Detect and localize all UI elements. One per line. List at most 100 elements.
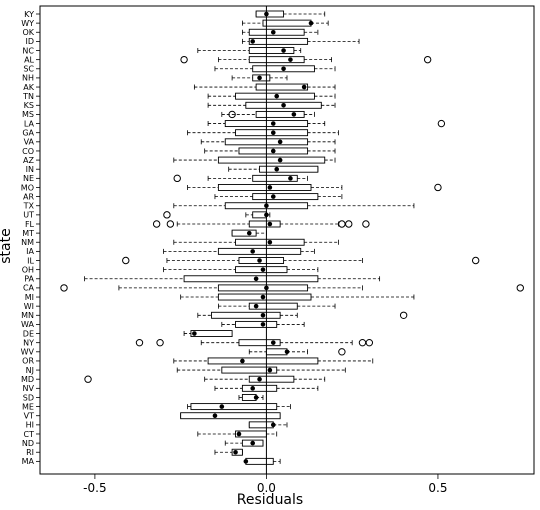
box-nv — [214, 384, 319, 392]
y-tick-label: RI — [26, 448, 34, 457]
median-dot — [260, 267, 266, 272]
median-dot — [267, 221, 273, 227]
y-tick-label: SC — [23, 65, 34, 74]
outlier-point — [163, 211, 171, 219]
y-tick-label: TN — [22, 92, 34, 101]
box-nc — [197, 47, 302, 54]
box-pa — [84, 275, 381, 283]
median-dot — [288, 57, 293, 62]
y-tick-label: OK — [22, 28, 34, 37]
median-dot — [284, 349, 290, 355]
y-tick-label: SD — [23, 393, 34, 402]
y-tick-label: NJ — [26, 366, 34, 375]
median-dot — [257, 75, 262, 81]
box-iqr — [252, 174, 298, 182]
outlier-point — [166, 220, 175, 228]
outlier-point — [338, 348, 346, 356]
box-ct — [197, 430, 278, 438]
y-tick-label: CA — [23, 284, 35, 293]
y-tick-label: AR — [23, 192, 34, 201]
box-hi — [248, 421, 288, 429]
box-iqr — [262, 19, 312, 27]
box-ms — [221, 110, 315, 119]
box-iqr — [259, 165, 319, 173]
box-fl — [152, 220, 370, 228]
median-dot — [270, 422, 276, 428]
box-wi — [217, 302, 336, 310]
y-tick-label: KY — [24, 10, 34, 19]
median-dot — [270, 148, 276, 154]
box-tn — [207, 92, 336, 100]
box-iqr — [241, 384, 278, 392]
box-md — [84, 375, 326, 383]
y-tick-label: NC — [22, 46, 34, 55]
box-iqr — [183, 275, 319, 283]
y-tick-label: NY — [23, 338, 34, 347]
box-iqr — [248, 302, 298, 310]
outlier-point — [516, 284, 524, 292]
median-dot — [270, 121, 276, 126]
median-dot — [240, 358, 245, 364]
y-tick-label: GA — [22, 128, 34, 137]
y-tick-label: FL — [25, 220, 35, 229]
y-tick-label: MD — [21, 375, 34, 384]
y-tick-label: VT — [24, 412, 34, 421]
box-iqr — [217, 184, 312, 191]
boxes-layer — [60, 10, 524, 465]
y-tick-label: VA — [24, 138, 35, 147]
median-dot — [250, 440, 255, 446]
outlier-point — [152, 220, 161, 228]
box-de — [183, 330, 233, 337]
box-mt — [231, 229, 267, 237]
y-tick-label: NH — [22, 74, 34, 83]
box-iqr — [221, 366, 278, 374]
box-id — [242, 37, 360, 45]
outlier-point — [362, 220, 370, 228]
median-dot — [192, 331, 197, 336]
outlier-point — [345, 220, 353, 228]
box-il — [122, 256, 480, 265]
box-co — [204, 147, 336, 155]
box-iqr — [207, 357, 319, 365]
median-dot — [260, 322, 266, 327]
box-tx — [173, 202, 415, 210]
box-mi — [180, 293, 415, 301]
median-dot — [277, 157, 283, 163]
median-dot — [250, 39, 255, 44]
box-al — [180, 55, 432, 64]
median-dot — [277, 139, 283, 145]
outlier-point — [122, 256, 130, 265]
outlier-point — [423, 55, 432, 64]
median-dot — [253, 303, 259, 309]
median-dot — [253, 395, 259, 400]
box-ks — [207, 101, 336, 109]
median-dot — [250, 249, 255, 254]
box-iqr — [248, 28, 305, 36]
y-tick-label: HI — [26, 421, 34, 430]
x-tick-label: 0.0 — [257, 481, 276, 495]
y-tick-label: MO — [21, 183, 34, 192]
y-tick-label: AK — [23, 83, 34, 92]
box-az — [173, 156, 336, 164]
median-dot — [270, 29, 276, 35]
y-tick-label: NM — [21, 238, 34, 247]
box-vt — [180, 412, 281, 420]
box-iqr — [265, 348, 288, 356]
y-axis: KYWYOKIDNCALSCNHAKTNKSMSLAGAVACOAZINNEMO… — [21, 10, 40, 466]
y-tick-label: OR — [22, 357, 34, 366]
box-iqr — [190, 330, 233, 337]
box-or — [173, 357, 374, 365]
box-sc — [214, 65, 336, 73]
box-wy — [242, 19, 329, 27]
box-me — [187, 403, 291, 411]
box-iqr — [248, 56, 305, 64]
box-ky — [255, 10, 326, 18]
outlier-point — [338, 220, 346, 228]
box-iqr — [248, 220, 281, 228]
median-dot — [270, 194, 276, 199]
median-dot — [267, 239, 273, 245]
y-tick-label: AL — [24, 55, 34, 64]
box-ak — [193, 83, 336, 91]
box-iqr — [255, 10, 285, 18]
